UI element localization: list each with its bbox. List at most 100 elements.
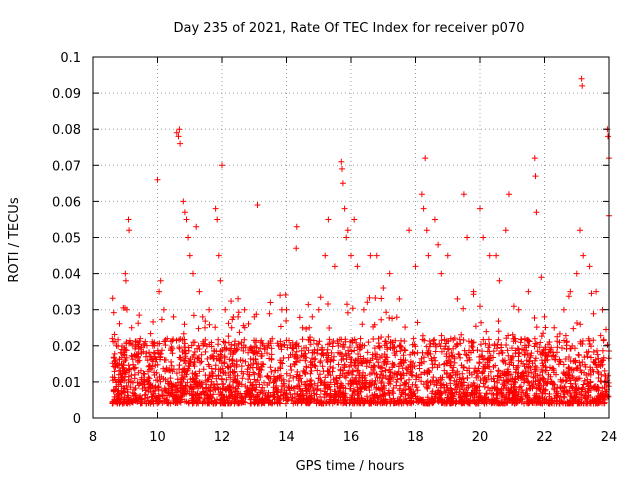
data-point [125,373,132,380]
data-point [154,176,161,183]
data-point [360,369,366,376]
data-point [495,318,502,325]
data-point [400,357,407,364]
data-point [563,388,570,395]
data-point [396,295,403,302]
data-point [162,357,169,363]
data-point [129,341,136,348]
data-point [287,351,294,358]
data-point [321,382,328,389]
data-point [350,368,357,375]
data-point [491,385,498,392]
data-point [113,379,120,386]
data-point [554,333,561,340]
data-point [293,348,300,355]
data-point [353,339,360,346]
data-point [168,362,175,369]
data-point [457,340,464,347]
data-point [238,381,245,388]
data-point [179,372,186,379]
data-point [396,397,403,404]
data-point [177,356,184,363]
data-point [412,263,419,270]
data-point [402,324,409,331]
data-point [494,373,501,380]
data-point [253,384,260,391]
data-point [309,361,316,368]
data-point [593,395,600,402]
data-point [175,133,182,140]
data-point [588,354,594,361]
data-point [515,389,522,395]
data-point [500,385,507,392]
data-point [212,324,219,331]
data-point [228,298,235,305]
data-point [123,306,130,313]
data-point [123,347,130,354]
data-point [184,367,191,374]
data-point [487,368,494,375]
data-point [468,342,475,349]
data-point [257,345,264,352]
data-point [475,400,482,407]
data-point [376,343,383,350]
data-point [397,393,404,400]
data-point [328,356,335,363]
data-point [332,388,339,395]
data-point [588,290,595,297]
data-point [481,400,488,407]
data-point [191,339,198,346]
data-point [512,335,519,342]
data-point [222,387,229,394]
data-point [531,343,538,350]
data-point [311,349,318,356]
data-point [126,227,133,234]
data-point [578,386,585,393]
data-point [271,399,278,406]
data-point [216,391,222,398]
data-point [293,373,300,380]
data-point [414,319,421,326]
data-point [356,371,363,378]
data-point [370,399,377,406]
data-point [546,339,553,345]
x-tick-label: 16 [343,430,360,445]
data-point [539,395,546,402]
data-point [319,344,326,351]
data-point [280,396,287,402]
data-point [250,360,257,367]
data-point [507,398,513,404]
y-tick-label: 0.09 [52,87,81,102]
data-point [604,341,611,348]
data-point [532,368,539,375]
data-point [261,387,268,394]
data-point [277,364,284,371]
data-point [199,313,206,320]
data-point [129,353,136,360]
data-point [307,341,314,348]
data-point [190,270,196,277]
data-point [395,400,402,407]
data-point [379,391,386,398]
data-point [110,354,117,361]
data-point [277,359,284,366]
data-point [601,367,608,374]
data-point [282,291,289,298]
data-point [574,364,581,371]
data-point [240,347,247,354]
data-point [326,340,333,347]
data-point [430,337,437,344]
data-point [446,391,453,398]
data-point [444,346,451,353]
data-point [277,392,284,399]
data-point [325,301,331,307]
data-point [581,377,588,384]
data-point [217,400,224,407]
data-point [425,252,432,259]
data-point [165,380,172,387]
data-point [338,158,345,165]
data-point [500,400,507,407]
data-point [424,385,431,392]
data-point [202,385,209,392]
